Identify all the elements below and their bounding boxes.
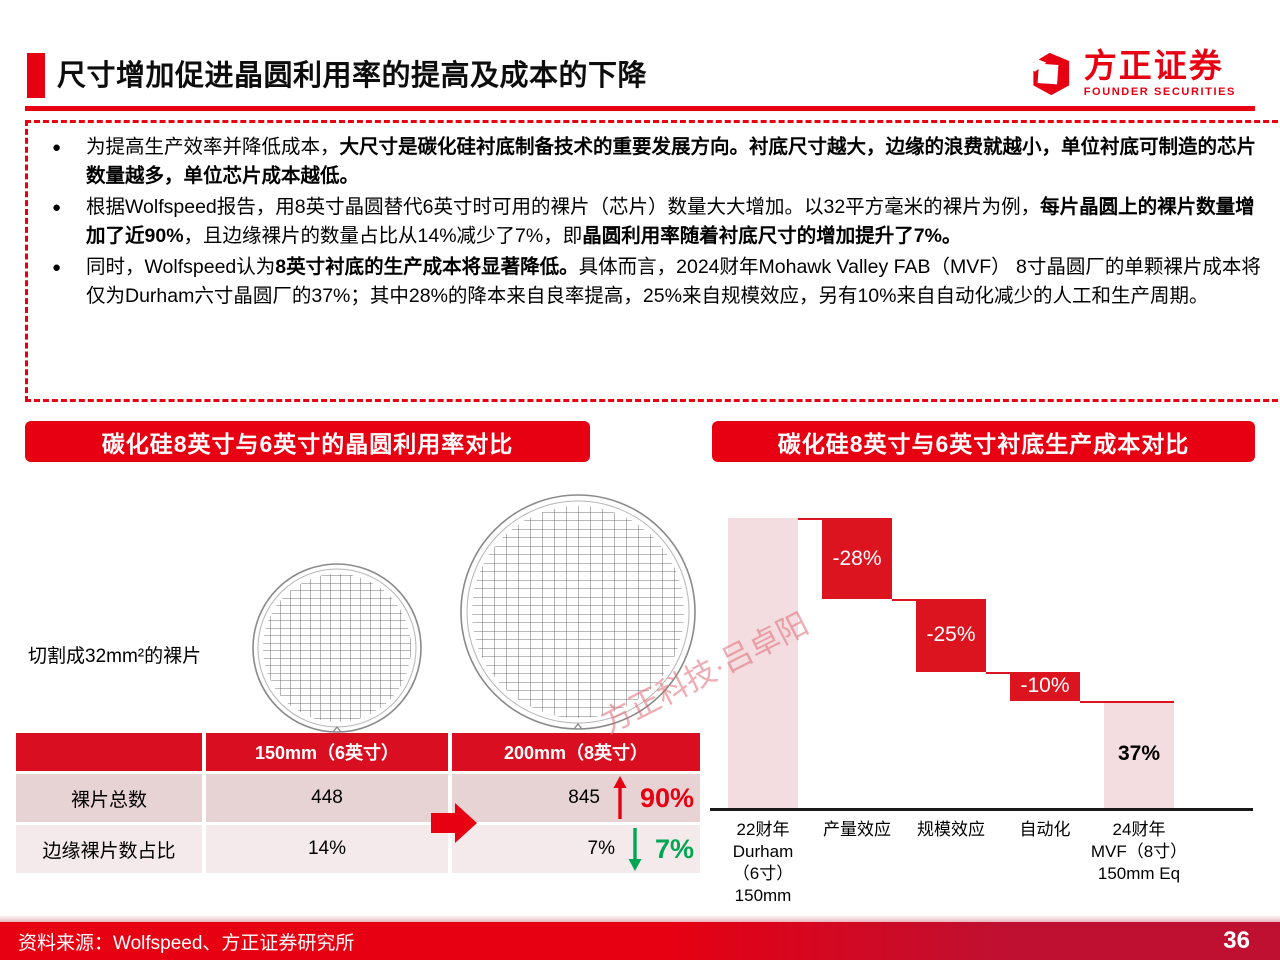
waterfall-bar: -25%: [916, 599, 986, 672]
waterfall-bar: -10%: [1010, 671, 1080, 701]
down-arrow-icon: [628, 828, 642, 871]
table-header-empty: [16, 733, 202, 771]
bullet-item: ● 根据Wolfspeed报告，用8英寸晶圆替代6英寸时可用的裸片（芯片）数量大…: [46, 193, 1270, 251]
wafer-8inch: [460, 494, 696, 730]
text-segment: 大尺寸是碳化硅衬底制备技术的重要发展方向。衬底尺寸越大，边缘的浪费就越小，单位衬…: [86, 136, 1257, 187]
delta-7: 7%: [654, 833, 694, 864]
wafer-6inch: [252, 563, 422, 733]
company-logo: 方正证券 FOUNDER SECURITIES: [1022, 48, 1236, 100]
bullet-text: 根据Wolfspeed报告，用8英寸晶圆替代6英寸时可用的裸片（芯片）数量大大增…: [86, 193, 1270, 251]
up-arrow-icon: [613, 776, 627, 819]
bullet-dot: ●: [52, 139, 62, 156]
table-header-150mm: 150mm（6英寸）: [206, 733, 448, 771]
page-title: 尺寸增加促进晶圆利用率的提高及成本的下降: [57, 60, 648, 92]
footer-fade: [0, 915, 1280, 922]
bullet-text: 为提高生产效率并降低成本，大尺寸是碳化硅衬底制备技术的重要发展方向。衬底尺寸越大…: [86, 133, 1270, 191]
waterfall-connector: [892, 599, 986, 602]
summary-box: ● 为提高生产效率并降低成本，大尺寸是碳化硅衬底制备技术的重要发展方向。衬底尺寸…: [25, 120, 1280, 402]
logo-cn-text: 方正证券: [1083, 47, 1224, 84]
page-number: 36: [1223, 927, 1250, 954]
table-cell-845: 845 90%: [452, 774, 700, 822]
logo-en-text: FOUNDER SECURITIES: [1083, 86, 1236, 98]
right-panel-title: 碳化硅8英寸与6英寸衬底生产成本对比: [712, 421, 1255, 462]
x-axis-label: 24财年 MVF（8寸） 150mm Eq: [1090, 820, 1188, 883]
table-cell-14pct: 14%: [206, 825, 448, 873]
waterfall-bar-label: -10%: [1020, 674, 1070, 698]
waterfall-bar-label: -28%: [832, 546, 882, 570]
cost-waterfall-chart: 22财年 Durham （6寸） 150mm -28% 产量效应 -25% 规模效应 -1…: [710, 505, 1255, 925]
delta-90: 90%: [639, 782, 694, 813]
bullet-item: ● 为提高生产效率并降低成本，大尺寸是碳化硅衬底制备技术的重要发展方向。衬底尺寸…: [46, 133, 1270, 191]
x-axis-label: 规模效应: [917, 820, 985, 839]
footer-bar: 资料来源：Wolfspeed、方正证券研究所 36: [0, 922, 1280, 960]
bullet-dot: ●: [52, 259, 62, 276]
table-row-label: 裸片总数: [16, 774, 202, 822]
text-segment: 根据Wolfspeed报告，用8英寸晶圆替代6英寸时可用的裸片（芯片）数量大大增…: [86, 196, 1041, 218]
text-segment: 同时，Wolfspeed认为: [86, 256, 276, 278]
waterfall-connector: [798, 518, 892, 520]
table-cell-7pct: 7% 7%: [452, 825, 700, 873]
source-note: 资料来源：Wolfspeed、方正证券研究所: [18, 932, 355, 954]
bullet-text: 同时，Wolfspeed认为8英寸衬底的生产成本将显著降低。具体而言，2024财…: [86, 253, 1270, 311]
waterfall-bar-label: -25%: [926, 623, 976, 647]
text-segment: 具体而言，2024财年Mohawk Valley FAB（MVF） 8寸晶圆厂的…: [86, 256, 1261, 307]
text-segment: 8英寸衬底的生产成本将显著降低。: [275, 256, 579, 278]
x-axis-label: 22财年 Durham （6寸） 150mm: [732, 820, 794, 905]
bullet-dot: ●: [52, 199, 62, 216]
x-axis-label: 自动化: [1019, 820, 1071, 839]
table-header-200mm: 200mm（8英寸）: [452, 733, 700, 771]
waterfall-bar-label: 37%: [1117, 742, 1161, 766]
waterfall-bar: [728, 518, 798, 808]
text-segment: ，且边缘裸片的数量占比从14%减少了7%，即: [183, 225, 583, 247]
title-underline: [25, 106, 1255, 111]
table-row-label: 边缘裸片数占比: [16, 825, 202, 873]
waterfall-connector: [986, 671, 1080, 674]
text-segment: 晶圆利用率随着衬底尺寸的增加提升了7%。: [582, 225, 962, 247]
waterfall-bar: -28%: [822, 518, 892, 600]
x-axis-line: [710, 808, 1253, 811]
waterfall-bar: 37%: [1104, 700, 1174, 808]
waterfall-connector: [1080, 700, 1174, 703]
wafer-caption: 切割成32mm²的裸片: [28, 646, 202, 667]
value-845: 845: [568, 787, 600, 808]
left-panel-title: 碳化硅8英寸与6英寸的晶圆利用率对比: [25, 421, 590, 462]
title-accent-bar: [27, 53, 45, 98]
founder-cube-icon: [1026, 52, 1069, 96]
table-cell-448: 448: [206, 774, 448, 822]
logo-text: 方正证券 FOUNDER SECURITIES: [1083, 47, 1236, 99]
x-axis-label: 产量效应: [823, 820, 891, 839]
text-segment: 每片晶圆上的裸片数量增加了近90%: [86, 196, 1255, 247]
value-7pct: 7%: [587, 838, 615, 859]
text-segment: 为提高生产效率并降低成本，: [86, 136, 340, 158]
bullet-item: ● 同时，Wolfspeed认为8英寸衬底的生产成本将显著降低。具体而言，202…: [46, 253, 1270, 311]
right-arrow-icon: [431, 803, 477, 843]
wafer-comparison-figure: [252, 494, 696, 733]
